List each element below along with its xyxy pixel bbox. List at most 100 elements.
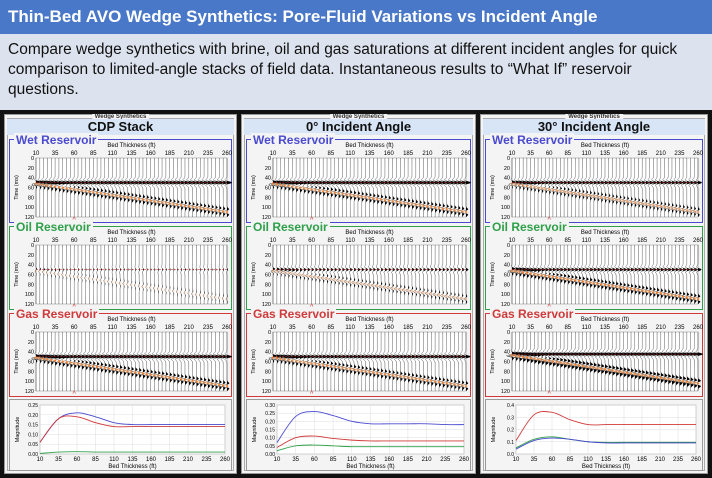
thickness-marker-icon[interactable]: ^ [548, 304, 552, 309]
horizon-marker [544, 187, 547, 191]
seismic-trace [69, 158, 80, 217]
wedge-seismic-plot: Bed Thickness (ft) 10 35 60 85 110 135 160 185 21… [251, 143, 472, 222]
x-tick-label: 160 [146, 238, 157, 244]
seismic-trace [384, 158, 395, 217]
time-tick-label: 40 [265, 263, 271, 269]
seismic-trace [281, 245, 289, 304]
x-axis-label: Bed Thickness (ft) [581, 143, 629, 149]
horizon-marker [95, 365, 99, 369]
x-tick-label: 235 [442, 325, 453, 331]
thickness-marker-icon[interactable]: ^ [73, 391, 77, 396]
thickness-marker-icon[interactable]: ^ [73, 304, 77, 309]
horizon-marker [532, 357, 536, 361]
x-tick-label: 110 [345, 325, 355, 331]
x-tick-label: 210 [422, 238, 433, 244]
seismic-trace [390, 245, 396, 304]
horizon-marker [588, 193, 592, 198]
x-tick-label: 260 [693, 325, 704, 331]
seismic-trace [633, 245, 643, 304]
seismic-trace-fill [446, 158, 452, 217]
y-axis-label: Time (ms) [251, 175, 257, 200]
horizon-marker [573, 191, 577, 195]
seismic-trace [587, 332, 599, 391]
time-tick-label: 120 [501, 215, 510, 221]
thickness-marker-icon[interactable]: ^ [310, 217, 314, 222]
seismic-trace [690, 158, 699, 218]
horizon-marker [536, 186, 540, 190]
seismic-trace [195, 245, 198, 304]
seismic-trace [597, 158, 606, 217]
time-tick-label: 100 [25, 205, 34, 211]
seismic-trace [619, 158, 628, 217]
horizon-marker [562, 277, 566, 281]
horizon-marker [317, 188, 321, 193]
seismic-trace [149, 245, 152, 304]
x-tick-label: 160 [619, 325, 630, 331]
seismic-trace [48, 332, 62, 391]
seismic-trace [520, 245, 533, 304]
seismic-trace-fill [435, 158, 441, 217]
horizon-marker [191, 205, 195, 209]
horizon-marker [49, 184, 53, 188]
x-tick-label: 260 [461, 238, 472, 244]
thickness-marker-icon[interactable]: ^ [548, 391, 552, 396]
thickness-marker-icon[interactable]: ^ [310, 304, 314, 309]
wedge-seismic-plot: Bed Thickness (ft) 10 35 60 85 110 135 160 185 21… [251, 317, 472, 396]
seismic-trace-fill [419, 332, 425, 391]
seismic-trace [99, 332, 111, 391]
thickness-marker-icon[interactable]: ^ [73, 217, 77, 222]
seismic-trace [340, 245, 345, 304]
column-0: Wedge Synthetics CDP Stack Wet Reservoir Be… [4, 114, 237, 474]
time-tick-label: 60 [504, 360, 510, 366]
horizon-marker [88, 364, 91, 368]
seismic-trace [659, 245, 669, 304]
horizon-marker [562, 190, 566, 194]
horizon-marker [426, 291, 429, 295]
seismic-trace-fill [81, 332, 87, 391]
seismic-trace-fill [227, 158, 232, 217]
horizon-marker [118, 194, 122, 198]
seismic-trace [176, 158, 187, 217]
horizon-marker [433, 292, 437, 297]
x-tick-label: 260 [220, 457, 231, 463]
seismic-trace [119, 158, 130, 217]
horizon-marker [279, 183, 283, 187]
seismic-trace [566, 245, 576, 304]
horizon-marker [387, 199, 391, 203]
x-tick-label: 260 [691, 457, 702, 463]
seismic-trace [646, 158, 654, 217]
seismic-trace [440, 245, 446, 304]
seismic-trace [553, 332, 566, 391]
seismic-trace-fill [78, 245, 79, 304]
horizon-marker [275, 182, 279, 186]
horizon-marker [456, 383, 460, 387]
thickness-marker-icon[interactable]: ^ [548, 217, 552, 222]
seismic-trace [122, 158, 133, 217]
horizon-marker [383, 372, 387, 376]
seismic-trace [273, 158, 288, 217]
seismic-trace [674, 245, 684, 304]
seismic-trace-fill [664, 245, 668, 304]
seismic-trace-fill [571, 332, 577, 391]
x-tick-label: 210 [422, 151, 433, 157]
horizon-marker [137, 197, 141, 201]
seismic-trace [613, 332, 626, 391]
time-tick-label: 0 [31, 243, 34, 249]
seismic-trace [88, 332, 99, 391]
horizon-marker [437, 380, 441, 384]
seismic-trace [322, 158, 333, 217]
seismic-trace [289, 245, 296, 304]
seismic-trace-fill [43, 158, 51, 217]
seismic-trace [218, 158, 229, 218]
horizon-marker [137, 371, 141, 375]
horizon-marker [422, 378, 425, 382]
x-axis-label: Bed Thickness (ft) [108, 464, 156, 470]
seismic-trace [411, 332, 421, 391]
seismic-trace [297, 245, 303, 304]
seismic-trace-fill [377, 158, 383, 217]
horizon-marker [364, 369, 368, 373]
seismic-trace [553, 158, 561, 217]
column-heading: 0° Incident Angle [244, 119, 473, 135]
seismic-trace [336, 245, 342, 304]
thickness-marker-icon[interactable]: ^ [310, 391, 314, 396]
